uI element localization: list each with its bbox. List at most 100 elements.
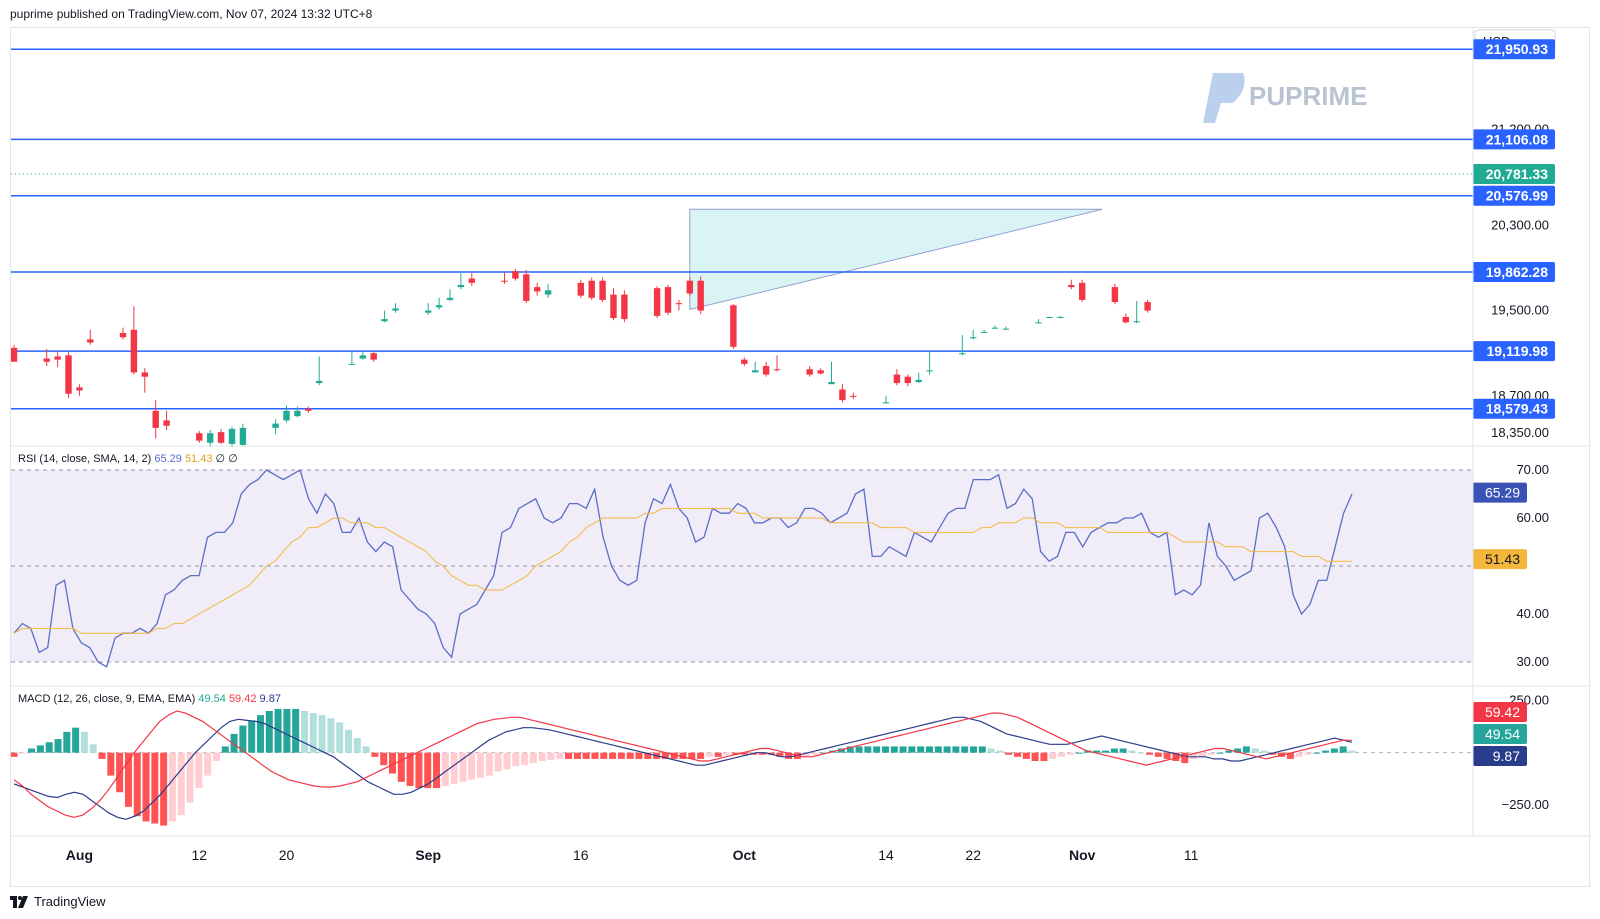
macd-histogram-bar bbox=[1128, 750, 1136, 753]
candle bbox=[425, 303, 432, 315]
macd-histogram-bar bbox=[80, 731, 88, 753]
candle-body bbox=[43, 358, 50, 362]
tradingview-footer[interactable]: TradingView bbox=[10, 894, 106, 909]
macd-histogram-bar bbox=[503, 752, 511, 770]
rsi-line bbox=[13, 469, 1353, 668]
macd-histogram-bar bbox=[996, 750, 1004, 753]
candle bbox=[773, 355, 781, 372]
macd-histogram-bar bbox=[952, 746, 960, 753]
candle bbox=[43, 348, 50, 367]
macd-histogram-bar bbox=[864, 746, 872, 753]
rsi-tick-label: 70.00 bbox=[1516, 462, 1549, 477]
macd-histogram-bar bbox=[230, 733, 238, 753]
candle-body bbox=[904, 376, 911, 384]
chart-frame: PUPRIME 21,200.00 20,300.00 19,500.00 18,700… bbox=[10, 27, 1591, 888]
candle bbox=[610, 288, 617, 321]
candle-body bbox=[544, 290, 552, 295]
macd-value-label: 49.54 bbox=[1485, 726, 1520, 742]
candle bbox=[1111, 283, 1119, 305]
macd-histogram-bar bbox=[1102, 750, 1110, 753]
macd-histogram-bar bbox=[256, 715, 264, 753]
level-label: 18,579.43 bbox=[1486, 401, 1548, 417]
level-label-box bbox=[1473, 341, 1555, 362]
macd-histogram-bar bbox=[116, 752, 124, 793]
candle bbox=[621, 290, 628, 323]
candle-body bbox=[959, 353, 966, 355]
rsi-value-label: 51.43 bbox=[1485, 551, 1520, 567]
price-tick-label: 19,500.00 bbox=[1491, 303, 1549, 318]
chart-svg[interactable]: PUPRIME21,200.0020,300.0019,500.0018,700… bbox=[11, 28, 1591, 888]
candle bbox=[316, 356, 323, 386]
macd-histogram-bar bbox=[459, 752, 467, 782]
macd-value-box bbox=[1473, 724, 1527, 744]
candle-body bbox=[294, 410, 301, 417]
macd-histogram-bar bbox=[204, 752, 212, 776]
candle bbox=[1122, 313, 1129, 324]
macd-histogram-bar bbox=[573, 752, 581, 759]
candle bbox=[893, 369, 901, 386]
time-tick-label: Oct bbox=[733, 847, 757, 863]
candle bbox=[76, 384, 83, 396]
macd-histogram-bar bbox=[1225, 750, 1233, 753]
candle bbox=[152, 400, 159, 439]
candle bbox=[217, 428, 225, 444]
macd-histogram-bar bbox=[837, 748, 845, 753]
macd-histogram-bar bbox=[1154, 752, 1162, 757]
level-label: 20,576.99 bbox=[1486, 188, 1548, 204]
macd-histogram-bar bbox=[1313, 752, 1321, 754]
candle bbox=[163, 410, 170, 431]
candle bbox=[653, 286, 661, 319]
macd-histogram-bar bbox=[785, 752, 793, 759]
macd-histogram-bar bbox=[1286, 752, 1294, 759]
candle bbox=[54, 351, 61, 368]
macd-histogram-bar bbox=[987, 748, 995, 753]
macd-histogram-bar bbox=[565, 752, 573, 759]
macd-histogram-bar bbox=[1242, 746, 1250, 753]
candle-body bbox=[435, 305, 443, 308]
macd-histogram-bar bbox=[591, 752, 599, 759]
candle-body bbox=[970, 337, 977, 339]
candle bbox=[741, 357, 748, 367]
macd-histogram-bar bbox=[705, 752, 713, 757]
candle-body bbox=[141, 372, 148, 377]
rsi-legend-value: 51.43 bbox=[185, 453, 216, 465]
macd-value-label: 59.42 bbox=[1485, 704, 1520, 720]
candle bbox=[882, 395, 890, 404]
candle bbox=[468, 273, 475, 287]
candle bbox=[588, 277, 595, 300]
rsi-tick-label: 30.00 bbox=[1516, 654, 1549, 669]
candle bbox=[239, 423, 247, 446]
candle-body bbox=[991, 327, 999, 329]
candle bbox=[392, 303, 399, 313]
candle-body bbox=[359, 355, 366, 359]
macd-histogram-bar bbox=[28, 748, 36, 753]
level-label-box bbox=[1473, 185, 1555, 206]
candle bbox=[828, 361, 835, 385]
candle-body bbox=[752, 370, 759, 373]
candle-body bbox=[1068, 284, 1075, 288]
rsi-legend-value: 65.29 bbox=[154, 453, 185, 465]
candle bbox=[839, 384, 846, 403]
candle-body bbox=[283, 410, 290, 421]
candle bbox=[1046, 316, 1053, 319]
macd-histogram-bar bbox=[934, 746, 942, 753]
macd-histogram-bar bbox=[802, 752, 810, 757]
candle-body bbox=[130, 329, 138, 373]
candle bbox=[446, 289, 454, 301]
macd-histogram-bar bbox=[1040, 752, 1048, 761]
macd-histogram-bar bbox=[450, 752, 458, 784]
candle-body bbox=[817, 370, 824, 374]
candle bbox=[370, 352, 377, 362]
macd-histogram-bar bbox=[441, 752, 449, 786]
level-label: 21,106.08 bbox=[1486, 131, 1548, 147]
time-tick-label: Sep bbox=[415, 847, 441, 863]
macd-histogram-bar bbox=[943, 746, 951, 753]
macd-histogram-bar bbox=[1348, 750, 1356, 753]
level-label-box bbox=[1473, 39, 1555, 60]
macd-histogram-bar bbox=[635, 752, 643, 759]
candle bbox=[294, 406, 301, 418]
macd-histogram-bar bbox=[899, 746, 907, 753]
macd-histogram-bar bbox=[345, 729, 352, 753]
candle-body bbox=[207, 433, 214, 443]
candle-body bbox=[370, 353, 377, 360]
